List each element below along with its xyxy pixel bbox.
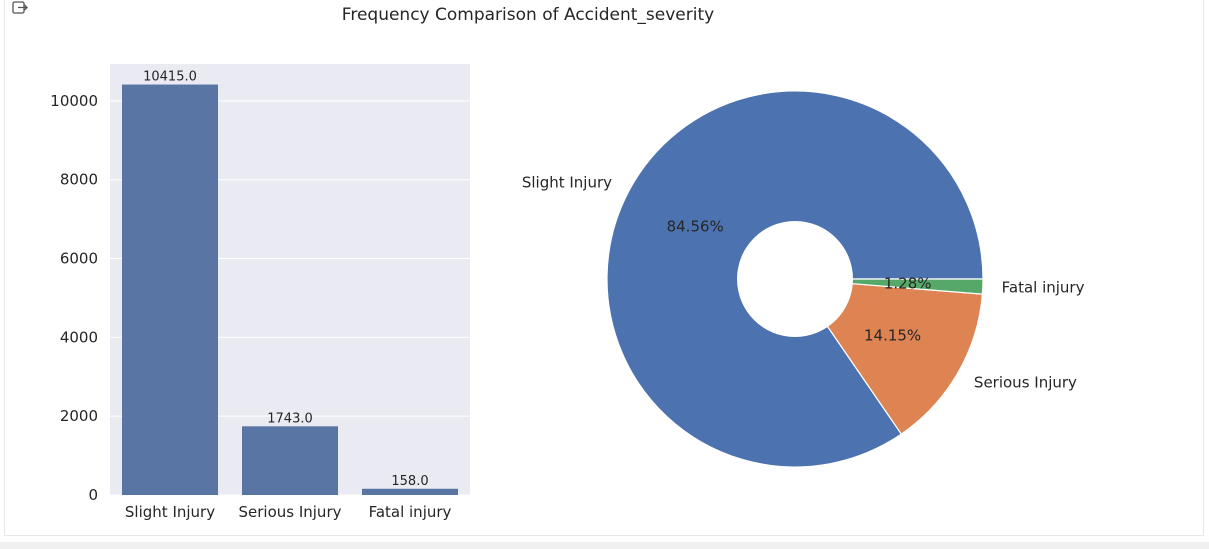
bar bbox=[122, 84, 218, 495]
output-export-icon[interactable] bbox=[11, 0, 29, 16]
donut-hole bbox=[737, 221, 853, 337]
cell-divider bbox=[0, 542, 1209, 549]
y-tick-label: 0 bbox=[88, 486, 98, 504]
x-tick-label: Fatal injury bbox=[369, 503, 452, 521]
y-tick-label: 8000 bbox=[60, 171, 98, 189]
pie-chart: Slight Injury 84.56% Serious Injury 14.15% F… bbox=[522, 90, 1085, 468]
pie-category-label: Fatal injury bbox=[1002, 278, 1085, 296]
bar bbox=[362, 488, 458, 495]
y-tick-label: 6000 bbox=[60, 250, 98, 268]
pie-slice bbox=[606, 90, 984, 468]
pie-percent-label: 84.56% bbox=[667, 217, 724, 235]
bar-chart: 0 2000 4000 6000 8000 10000 10415.0 Slight Inju… bbox=[50, 64, 470, 521]
x-tick-label: Serious Injury bbox=[238, 503, 341, 521]
pie-category-label: Serious Injury bbox=[974, 374, 1077, 392]
figure-title: Frequency Comparison of Accident_severit… bbox=[341, 5, 715, 25]
bar-data-label: 1743.0 bbox=[267, 411, 313, 426]
y-tick-label: 10000 bbox=[50, 92, 98, 110]
bar bbox=[242, 426, 338, 495]
pie-percent-label: 1.28% bbox=[884, 275, 932, 293]
pie-slice bbox=[793, 278, 984, 435]
y-tick-label: 2000 bbox=[60, 407, 98, 425]
bar-data-label: 10415.0 bbox=[143, 70, 197, 85]
y-tick-label: 4000 bbox=[60, 328, 98, 346]
pie-category-label: Slight Injury bbox=[522, 174, 612, 192]
x-tick-label: Slight Injury bbox=[125, 503, 215, 521]
bar-data-label: 158.0 bbox=[391, 474, 428, 489]
pie-percent-label: 14.15% bbox=[864, 327, 921, 345]
